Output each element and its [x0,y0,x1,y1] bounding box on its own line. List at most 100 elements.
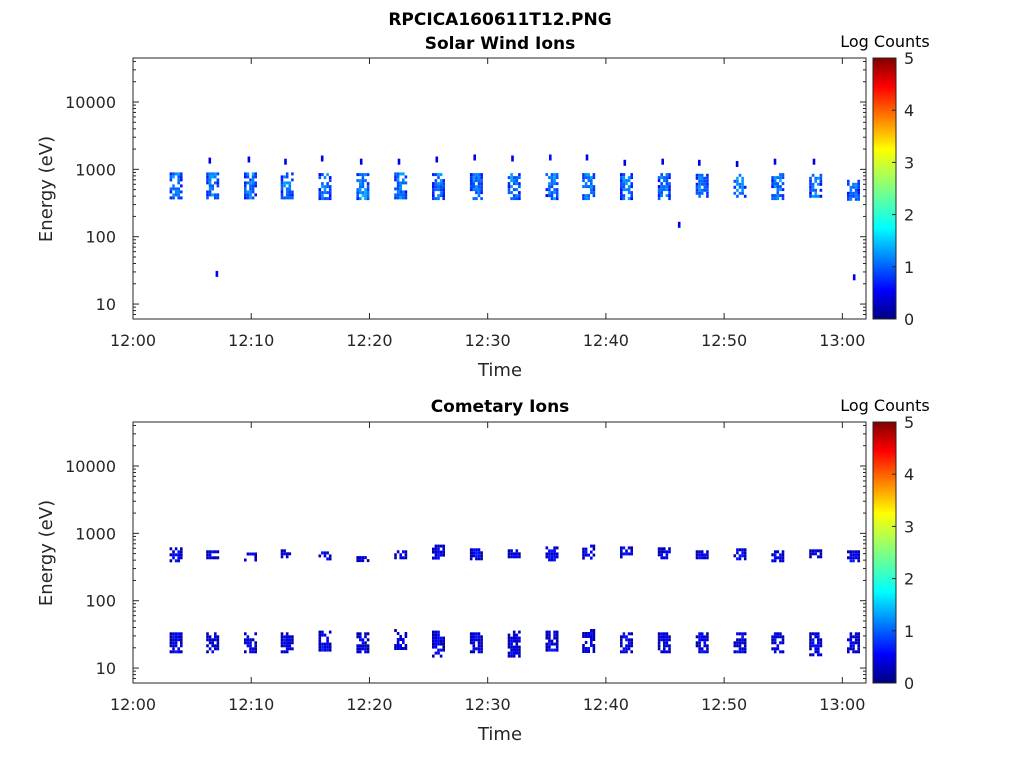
burst-pixel [437,544,440,548]
colorbar-tick-label: 3 [904,153,914,172]
burst-pixel [254,181,257,185]
burst-pixel [475,638,478,642]
burst-pixel [814,179,817,183]
burst-pixel [249,181,252,185]
burst-pixel [857,641,860,645]
burst-pixel [733,185,737,189]
burst-pixel [364,556,367,560]
burst-pixel [781,173,785,177]
burst-pixel [214,175,217,179]
burst-pixel [857,185,860,189]
burst-pixel [695,550,699,554]
burst-pixel [622,197,626,201]
burst-pixel [477,647,481,651]
burst-pixel [849,185,853,189]
burst-pixel [177,178,180,182]
burst-pixel [663,179,666,183]
burst-pixel [811,632,815,636]
data-point [677,221,681,228]
burst-pixel [550,179,554,183]
burst-pixel [399,172,402,176]
burst-pixel [811,653,815,657]
burst-pixel [180,641,183,645]
burst-pixel [857,644,860,648]
burst-pixel [512,176,516,180]
burst-pixel [738,191,742,195]
burst-pixel [180,553,183,557]
burst-pixel [819,555,823,559]
burst-pixel [366,185,370,189]
burst-pixel [741,179,744,183]
burst-pixel [776,176,780,180]
burst-pixel [592,173,596,177]
burst-pixel [700,188,704,192]
burst-pixel [703,185,707,189]
burst-pixel [475,635,478,639]
burst-pixel [854,641,858,645]
burst-pixel [472,551,476,555]
burst-pixel [706,644,709,648]
burst-pixel [550,173,554,177]
burst-pixel [630,546,633,550]
data-burst [695,173,709,198]
burst-pixel [852,644,855,648]
burst-pixel [622,546,626,550]
burst-pixel [811,194,815,198]
burst-pixel [251,552,255,556]
burst-pixel [172,638,175,642]
burst-pixel [849,197,853,201]
burst-pixel [402,196,405,200]
x-axis: 12:00 12:10 12:20 12:30 12:40 12:50 13:00 [110,422,865,714]
burst-pixel [396,175,400,179]
burst-pixel [254,175,257,179]
burst-pixel [364,647,367,651]
burst-pixel [592,553,596,557]
burst-pixel [442,645,445,649]
burst-pixel [288,196,292,200]
burst-pixel [736,188,739,192]
burst-pixel [285,193,289,197]
burst-pixel [703,553,707,557]
burst-pixel [216,647,220,651]
burst-pixel [254,644,257,648]
burst-pixel [779,559,782,563]
data-burst [318,630,332,652]
burst-pixel [698,647,701,651]
burst-pixel [206,190,209,194]
burst-pixel [630,194,633,198]
data-burst [432,173,445,201]
burst-pixel [434,182,438,186]
burst-pixel [437,173,440,177]
burst-pixel [553,546,556,550]
burst-pixel [180,556,183,560]
burst-pixel [665,182,669,186]
burst-pixel [208,178,212,182]
burst-pixel [285,555,289,559]
burst-pixel [698,641,701,645]
burst-pixel [244,641,247,645]
burst-pixel [469,635,473,639]
x-tick-label: 13:00 [819,331,865,350]
burst-pixel [437,636,440,640]
burst-pixel [545,552,549,556]
burst-pixel [404,175,408,179]
burst-pixel [439,179,443,183]
burst-pixel [668,547,671,551]
x-tick-label: 12:20 [346,695,392,714]
burst-pixel [434,639,438,643]
burst-pixel [283,181,286,185]
burst-pixel [781,635,785,639]
burst-pixel [847,194,850,198]
burst-pixel [703,638,707,642]
burst-pixel [819,549,823,553]
burst-pixel [809,638,812,642]
burst-pixel [592,547,596,551]
burst-pixel [695,553,699,557]
burst-pixel [214,181,217,185]
burst-pixel [477,554,481,558]
plot-area [132,421,867,684]
burst-pixel [545,636,549,640]
burst-pixel [553,555,556,559]
burst-pixel [437,185,440,189]
